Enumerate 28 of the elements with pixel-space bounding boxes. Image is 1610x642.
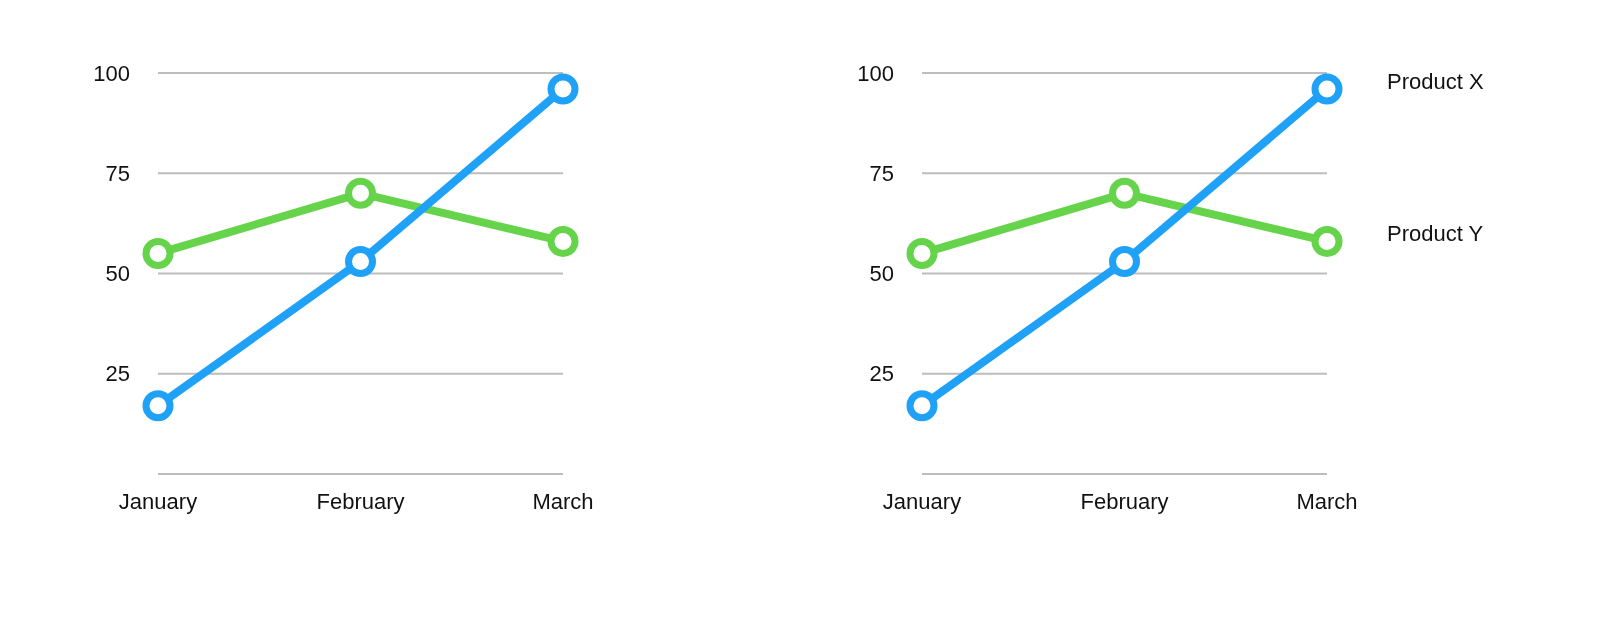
x-tick-label: January (118, 488, 198, 514)
x-tick-label: January (882, 488, 962, 514)
y-tick-label: 50 (869, 261, 894, 286)
x-tick-label: March (532, 488, 594, 514)
point (547, 73, 579, 105)
y-tick-label: 25 (105, 361, 130, 387)
y-tick-label: 75 (869, 160, 894, 186)
point (547, 225, 579, 257)
y-tick-label: 25 (869, 361, 894, 387)
x-tick-label: February (1080, 488, 1169, 514)
point (142, 390, 174, 422)
y-tick-label: 100 (857, 60, 894, 86)
y-tick-label: 100 (93, 60, 130, 86)
y-tick-label: 75 (105, 160, 130, 186)
point (1109, 245, 1140, 277)
point (345, 245, 376, 277)
y-tick-label: 50 (105, 261, 130, 286)
point (1109, 177, 1140, 209)
point (906, 390, 938, 422)
point (1311, 73, 1343, 105)
text: Product X (1387, 68, 1484, 94)
point (1311, 225, 1343, 257)
x-tick-label: February (316, 488, 405, 514)
point (142, 237, 174, 269)
point (906, 237, 938, 269)
text: Product Y (1387, 220, 1484, 246)
point (345, 177, 376, 209)
x-tick-label: March (1296, 488, 1358, 514)
